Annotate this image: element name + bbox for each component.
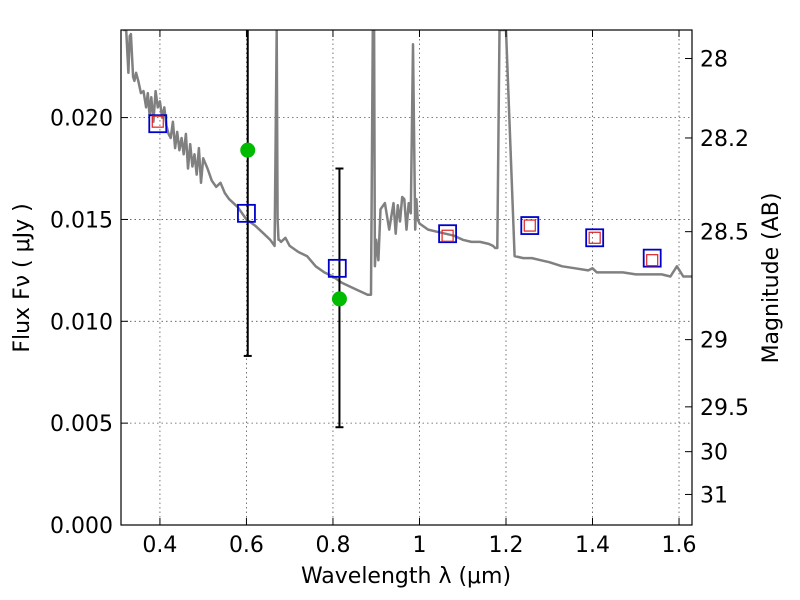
right-tick-label: 29 xyxy=(700,329,728,354)
right-tick-label: 29.5 xyxy=(700,396,749,421)
green-circle-marker xyxy=(331,291,347,307)
x-tick-label: 0.4 xyxy=(142,533,177,558)
sed-model-line xyxy=(123,30,692,297)
x-tick-label: 1.6 xyxy=(662,533,697,558)
red-square-marker xyxy=(151,115,164,128)
blue-square-marker xyxy=(148,114,168,134)
red-square-marker xyxy=(588,231,601,244)
blue-square-marker xyxy=(520,216,540,235)
red-square-marker xyxy=(646,254,659,267)
x-tick-label: 1.4 xyxy=(575,533,610,558)
x-tick-label: 0.6 xyxy=(229,533,264,558)
y-tick-label: 0.020 xyxy=(50,107,113,132)
y-tick-label: 0.010 xyxy=(50,310,113,335)
right-tick-label: 28.5 xyxy=(700,221,749,246)
y-tick-label: 0.015 xyxy=(50,208,113,233)
y-axis-label: Flux Fν ( μJy ) xyxy=(10,203,35,352)
axes: 0.4 0.6 0.8 1 1.2 1.4 1.6 0.000 0.005 0.010 0.015 0… xyxy=(50,30,749,558)
right-tick-label: 31 xyxy=(700,483,728,508)
blue-square-marker xyxy=(237,203,256,223)
blue-square-marker xyxy=(642,248,662,268)
right-tick-label: 30 xyxy=(700,441,728,466)
blue-square-marker xyxy=(327,258,347,278)
y-tick-label: 0.005 xyxy=(50,412,113,437)
blue-square-marker xyxy=(585,228,605,248)
right-axis-label: Magnitude (AB) xyxy=(759,193,784,364)
plot-frame xyxy=(120,29,693,526)
right-tick-label: 28.2 xyxy=(700,127,749,152)
y-tick-label: 0.000 xyxy=(50,514,113,539)
grid-lines xyxy=(121,30,692,526)
plot-area xyxy=(123,30,692,429)
blue-square-marker xyxy=(438,224,457,244)
x-axis-label: Wavelength λ (μm) xyxy=(301,564,511,589)
x-tick-label: 1.2 xyxy=(488,533,523,558)
red-square-marker xyxy=(441,229,454,242)
x-tick-label: 0.8 xyxy=(315,533,350,558)
right-tick-label: 28 xyxy=(700,48,728,73)
green-circle-marker xyxy=(240,142,256,158)
red-square-marker xyxy=(523,219,536,232)
x-tick-label: 1 xyxy=(412,533,426,558)
